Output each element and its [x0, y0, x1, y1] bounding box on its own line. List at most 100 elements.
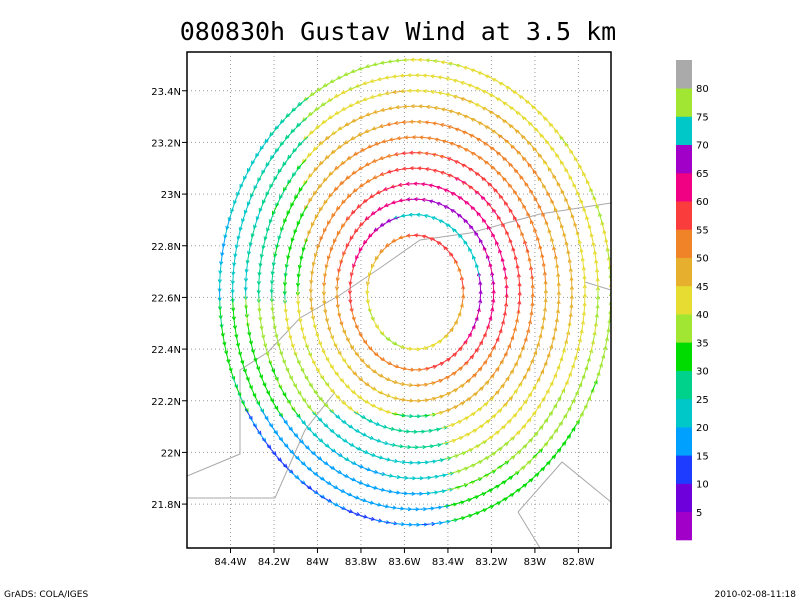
wind-vector: [503, 436, 515, 446]
wind-vector: [312, 490, 325, 499]
wind-vector: [251, 153, 260, 165]
wind-vector: [543, 117, 554, 127]
wind-vector-head: [445, 375, 451, 380]
wind-vector-head: [386, 169, 392, 174]
wind-vector-head: [520, 345, 525, 351]
wind-vector: [344, 119, 358, 126]
wind-vector-head: [333, 93, 339, 98]
wind-vector: [463, 355, 474, 366]
wind-vector: [272, 202, 279, 215]
wind-vector: [262, 382, 270, 395]
wind-vector-head: [461, 451, 467, 456]
wind-vector: [335, 434, 348, 443]
wind-vector: [290, 194, 299, 207]
wind-vector: [341, 420, 353, 429]
wind-vector: [532, 170, 542, 181]
wind-vector: [557, 216, 564, 229]
wind-vector: [319, 155, 330, 165]
wind-vector: [308, 383, 318, 395]
wind-vector: [502, 101, 515, 110]
wind-vector-head: [549, 344, 554, 349]
wind-vector: [283, 420, 293, 431]
wind-vector-head: [344, 122, 349, 127]
wind-vector: [266, 351, 272, 365]
wind-vector-head: [398, 235, 403, 240]
wind-vector: [457, 196, 470, 205]
wind-vector: [366, 176, 379, 183]
wind-vector-head: [573, 355, 578, 360]
wind-vector-head: [432, 364, 438, 369]
wind-vector: [575, 383, 583, 396]
y-tick-label: 22N: [161, 448, 181, 459]
wind-vector-head: [351, 118, 356, 123]
wind-vector-head: [301, 247, 306, 252]
wind-vector: [318, 397, 329, 408]
wind-vector: [303, 130, 315, 140]
wind-vector: [333, 230, 341, 243]
x-tick-label: 83W: [524, 557, 547, 568]
wind-vector: [451, 192, 464, 200]
wind-vector: [368, 308, 375, 321]
wind-vector: [505, 86, 518, 94]
wind-vector: [481, 177, 493, 187]
wind-vector: [256, 400, 264, 413]
wind-vector: [377, 203, 391, 211]
wind-vector: [358, 240, 368, 252]
wind-vector: [474, 190, 486, 200]
wind-vector: [548, 429, 559, 440]
wind-vector: [526, 411, 537, 423]
wind-vector: [323, 80, 336, 87]
wind-vector-head: [598, 362, 603, 368]
wind-vector-head: [446, 392, 452, 397]
wind-vector: [525, 100, 537, 109]
colorbar-swatch: [676, 229, 692, 258]
wind-vector: [538, 442, 548, 453]
wind-vector: [306, 486, 319, 494]
wind-vector: [296, 159, 307, 170]
wind-vector-head: [438, 378, 444, 384]
wind-vector: [490, 465, 503, 473]
wind-vector: [308, 107, 320, 116]
wind-vector-head: [378, 155, 384, 161]
wind-vector: [502, 177, 513, 188]
wind-vector: [526, 212, 534, 225]
wind-vector: [265, 155, 275, 167]
wind-vector: [507, 183, 518, 195]
wind-vector: [261, 437, 272, 449]
wind-vector: [582, 207, 589, 221]
wind-vector: [445, 223, 458, 232]
wind-vector: [450, 367, 463, 376]
wind-vector: [550, 199, 558, 212]
wind-vector-head: [454, 454, 460, 459]
wind-vector: [300, 368, 309, 380]
wind-vector: [534, 467, 545, 477]
wind-vector: [528, 122, 539, 132]
wind-vector: [233, 191, 240, 204]
y-tick-label: 22.2N: [151, 397, 181, 408]
wind-vector: [491, 409, 502, 419]
colorbar-swatch: [676, 201, 692, 230]
wind-vector: [462, 464, 476, 470]
wind-vector: [306, 405, 317, 416]
wind-vector-head: [485, 456, 490, 461]
wind-vector: [545, 140, 555, 151]
wind-vector: [323, 220, 331, 232]
wind-vector: [543, 411, 553, 423]
wind-vector: [374, 249, 385, 260]
wind-vector-head: [350, 69, 355, 74]
wind-vector: [362, 340, 373, 351]
wind-vector: [278, 437, 289, 448]
wind-vector: [283, 210, 291, 223]
colorbar-swatch: [676, 398, 692, 428]
wind-vector: [567, 206, 575, 219]
wind-vector: [451, 347, 463, 357]
wind-vector: [374, 324, 385, 336]
x-axis: 84.4W 84.2W 84W 83.8W 83.6W 83.4W 83.2W 83W 82.8…: [214, 548, 595, 568]
wind-vector: [503, 344, 511, 357]
wind-vector-head: [329, 247, 334, 252]
wind-vector: [517, 400, 528, 411]
wind-vector-head: [561, 348, 566, 353]
colorbar-swatch: [676, 88, 692, 117]
wind-vector-head: [530, 358, 534, 364]
colorbar-swatch: [676, 455, 692, 484]
